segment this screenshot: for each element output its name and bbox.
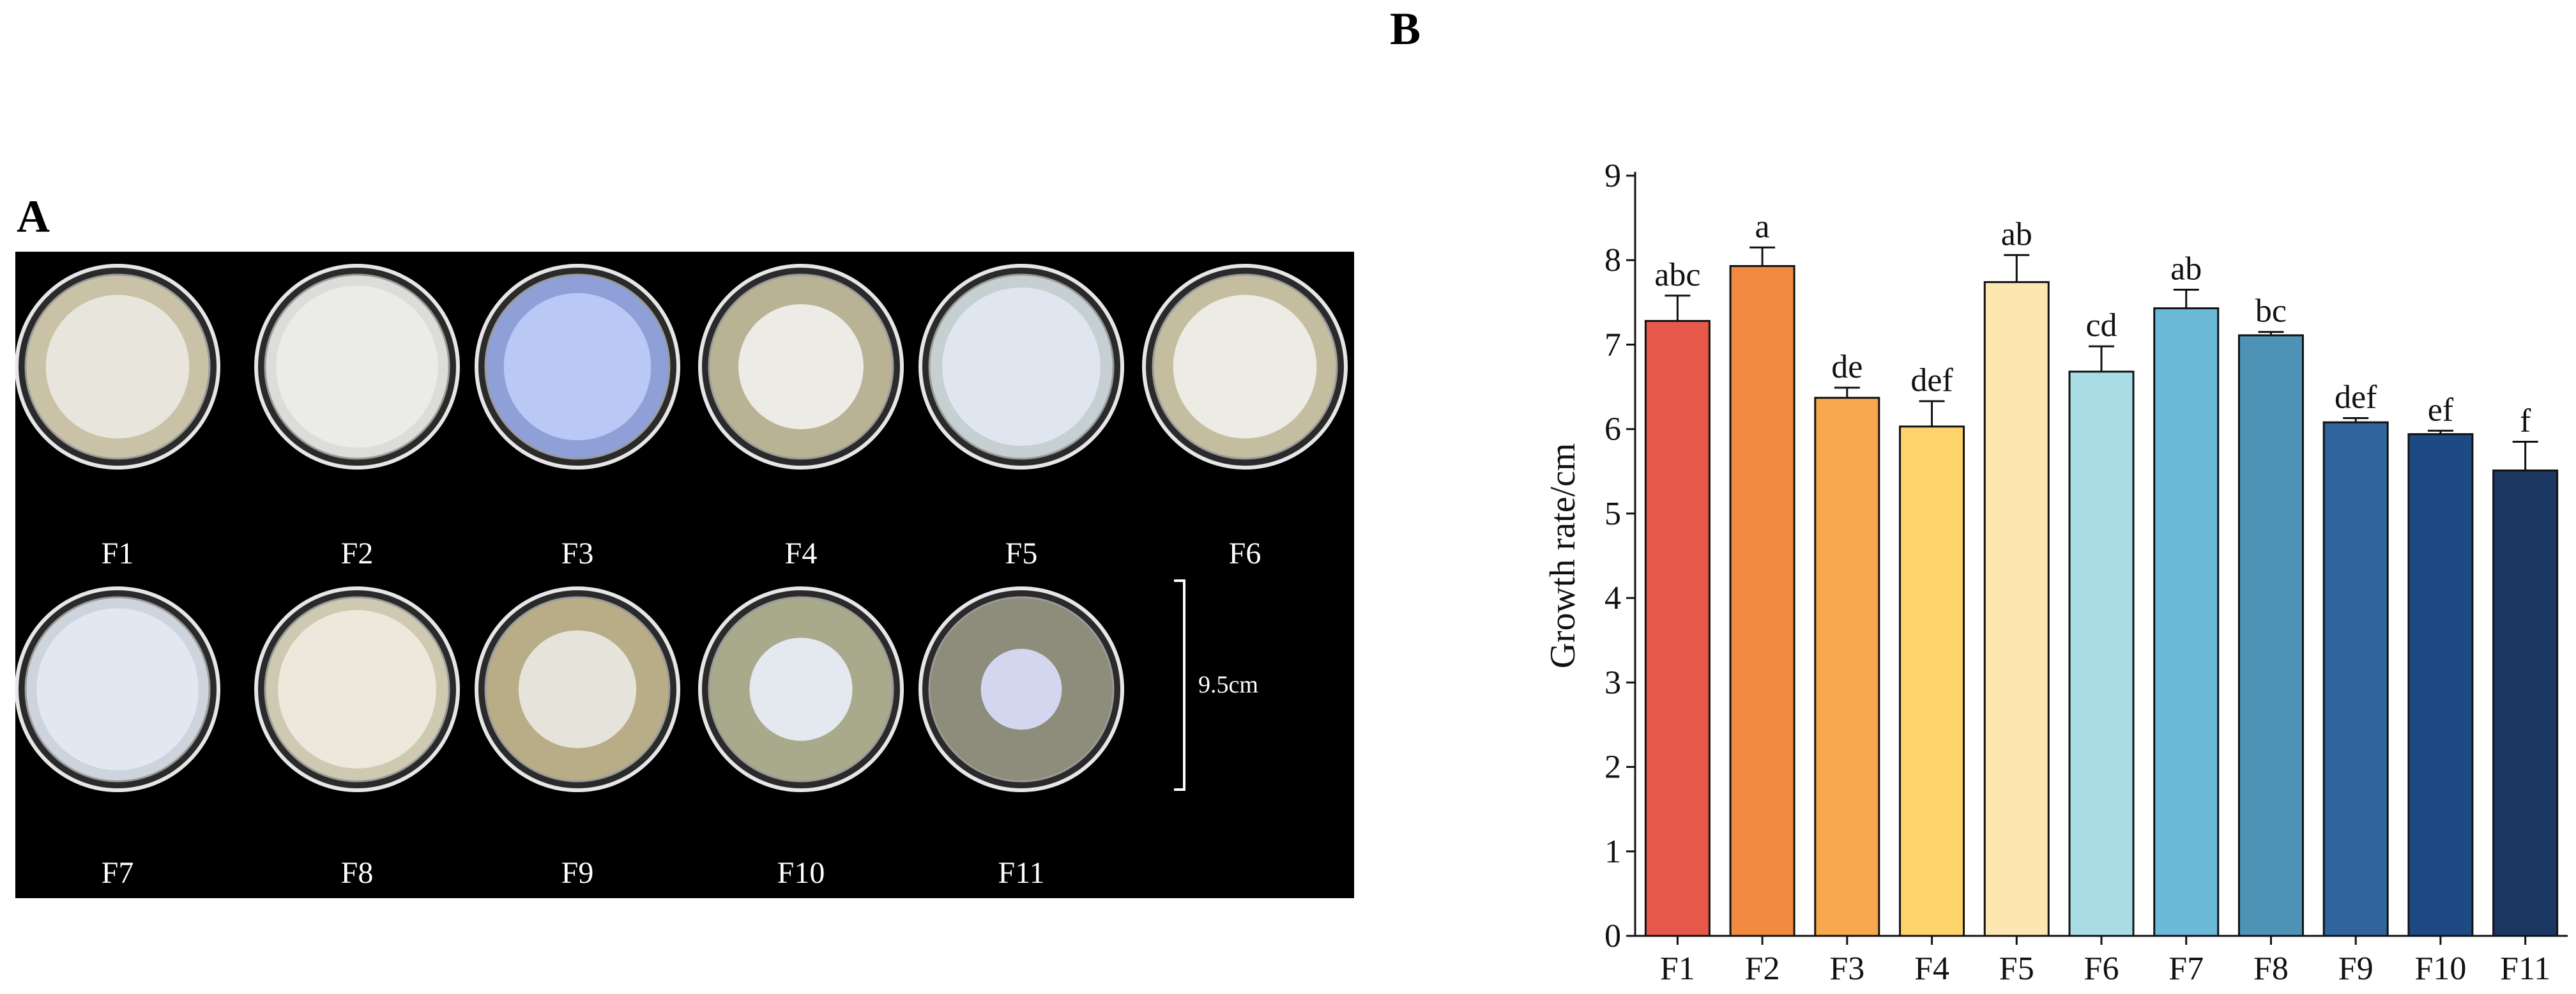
plates-layer: F1 F2 F3 F4 F5 F6 F7 F8 F9 F10 F11 [15,264,1348,890]
significance-label: f [2520,403,2531,440]
fungal-colony [1173,294,1317,439]
bar [1983,281,2050,937]
x-tick-label: F9 [2338,951,2374,987]
y-tick-label: 2 [1604,749,1621,786]
bar-group: bc F8 [2237,293,2304,987]
x-tick-label: F2 [1745,951,1780,987]
petri-dish: F5 [918,264,1124,570]
bar [2492,469,2559,937]
x-tick-label: F7 [2168,951,2204,987]
x-tick-label: F6 [2084,951,2119,987]
y-tick-label: 7 [1604,326,1621,363]
scale-bar: 9.5cm [1174,579,1258,791]
y-tick-label: 9 [1604,158,1621,194]
growth-rate-chart-svg: 0 1 2 3 4 5 6 7 8 9 abc F1 a F2 de F3 def F4 ab F5 cd F6 ab F7… [1543,158,2568,987]
bar-group: de F3 [1814,349,1880,987]
bar-group: def F4 [1899,362,1965,987]
plate-label: F8 [341,856,374,890]
y-tick-label: 1 [1604,834,1621,870]
significance-label: ab [2001,216,2032,252]
bar [2237,334,2304,937]
plate-label: F7 [102,856,134,890]
bar [1729,264,1795,937]
growth-rate-chart: 0 1 2 3 4 5 6 7 8 9 abc F1 a F2 de F3 def F4 ab F5 cd F6 ab F7… [1520,147,2576,994]
x-tick-label: F11 [2500,951,2550,987]
petri-dish-photo: F1 F2 F3 F4 F5 F6 F7 F8 F9 F10 F11 9.5cm [15,252,1354,898]
bar [2068,371,2135,937]
petri-dish: F2 [254,264,460,570]
plate-label: F3 [561,537,594,570]
significance-label: abc [1654,257,1700,293]
plate-label: F9 [561,856,594,890]
bar-group: ab F7 [2153,251,2220,987]
x-tick-label: F8 [2253,951,2289,987]
bar-group: a F2 [1729,208,1795,987]
chart-bars: abc F1 a F2 de F3 def F4 ab F5 cd F6 ab F7 bc F8 def F9 ef… [1644,208,2559,987]
y-tick-label: 3 [1604,664,1621,701]
significance-label: cd [2085,307,2117,344]
significance-label: bc [2255,293,2287,330]
bar [2322,421,2389,937]
scale-bar-label: 9.5cm [1198,671,1258,698]
bar-group: def F9 [2322,379,2389,987]
y-tick-label: 6 [1604,411,1621,448]
fungal-colony [45,294,190,439]
x-tick-label: F5 [1999,951,2034,987]
bar [1899,425,1965,937]
panel-b-label: B [1390,3,1421,54]
y-axis-title: Growth rate/cm [1543,443,1583,669]
fungal-colony [518,630,637,749]
petri-dish: F3 [475,264,680,570]
bar-group: ab F5 [1983,216,2050,987]
bar [2407,433,2474,937]
fungal-colony [942,287,1101,446]
fungal-colony [36,608,199,770]
bar [1814,397,1880,937]
bar [1644,319,1711,937]
petri-dish: F9 [475,586,680,890]
panel-a-label: A [17,191,50,242]
petri-dish: F1 [15,264,220,570]
fungal-colony [980,648,1062,730]
x-tick-label: F4 [1914,951,1949,987]
fungal-colony [278,610,436,768]
bar-group: f F11 [2492,403,2559,987]
plate-label: F1 [102,537,134,570]
bar-group: ef F10 [2407,392,2474,987]
x-tick-label: F1 [1660,951,1695,987]
significance-label: ef [2428,392,2454,428]
petri-dish: F10 [698,586,904,890]
y-tick-label: 0 [1604,918,1621,954]
x-tick-label: F3 [1829,951,1864,987]
petri-dish: F4 [698,264,904,570]
y-tick-label: 5 [1604,496,1621,532]
fungal-colony [276,286,438,448]
y-tick-label: 4 [1604,580,1621,616]
bar-group: abc F1 [1644,257,1711,987]
petri-dish: F11 [918,586,1124,890]
petri-dish: F8 [254,586,460,890]
fungal-colony [738,304,864,429]
significance-label: def [1910,362,1953,399]
plate-label: F5 [1005,537,1038,570]
significance-label: def [2335,379,2377,415]
y-tick-label: 8 [1604,242,1621,279]
plate-label: F2 [341,537,374,570]
fungal-colony [503,293,652,441]
petri-dish: F7 [15,586,220,890]
petri-dish: F6 [1142,264,1348,570]
petri-dish-photo-svg: F1 F2 F3 F4 F5 F6 F7 F8 F9 F10 F11 9.5cm [15,264,1348,890]
x-tick-label: F10 [2414,951,2466,987]
plate-label: F4 [785,537,818,570]
bar-group: cd F6 [2068,307,2135,987]
fungal-colony [749,638,853,741]
plate-label: F11 [998,856,1045,890]
bar [2153,307,2220,937]
plate-label: F6 [1229,537,1261,570]
plate-label: F10 [777,856,825,890]
significance-label: ab [2170,251,2202,287]
significance-label: de [1831,349,1863,385]
significance-label: a [1755,208,1770,245]
